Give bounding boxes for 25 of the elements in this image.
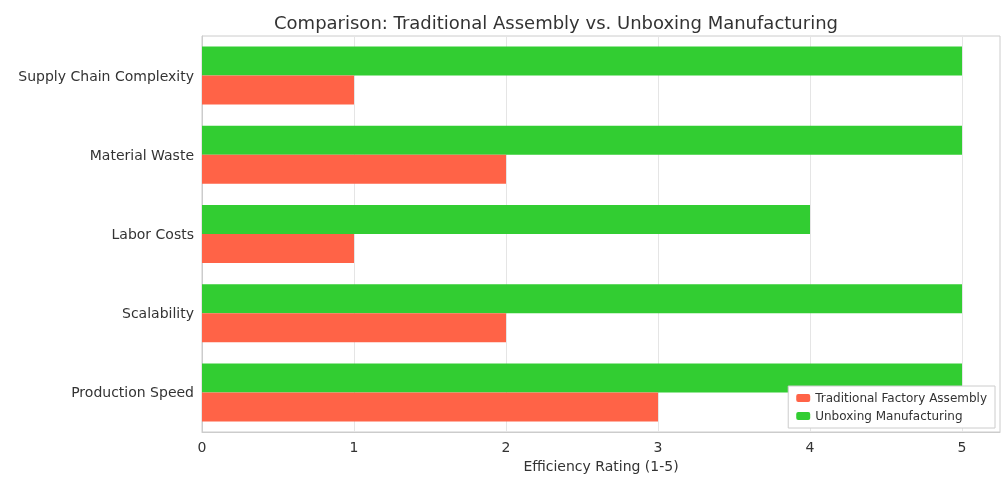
bar	[202, 205, 810, 234]
x-tick-label: 5	[957, 439, 967, 455]
legend-label: Unboxing Manufacturing	[815, 409, 963, 423]
y-tick-label: Supply Chain Complexity	[18, 67, 194, 84]
y-tick-label: Scalability	[122, 305, 194, 322]
bar	[202, 313, 506, 343]
x-axis-title: Efficiency Rating (1-5)	[523, 457, 679, 474]
y-tick-label: Labor Costs	[111, 226, 194, 242]
y-tick-label: Production Speed	[71, 384, 194, 401]
bar	[202, 284, 962, 314]
bar	[202, 392, 658, 422]
x-tick-label: 0	[197, 439, 207, 455]
x-tick-label: 4	[805, 439, 815, 455]
bar	[202, 75, 354, 105]
x-tick-label: 1	[349, 439, 359, 455]
bar	[202, 234, 354, 263]
chart-title: Comparison: Traditional Assembly vs. Unboxing Manufacturing	[274, 11, 838, 33]
bar	[202, 154, 506, 184]
bar	[202, 363, 962, 393]
legend-label: Traditional Factory Assembly	[814, 391, 987, 405]
x-tick-label: 2	[501, 439, 511, 455]
y-tick-label: Material Waste	[89, 146, 194, 163]
x-tick-label: 3	[653, 439, 663, 455]
bar	[202, 125, 962, 155]
bar	[202, 46, 962, 76]
